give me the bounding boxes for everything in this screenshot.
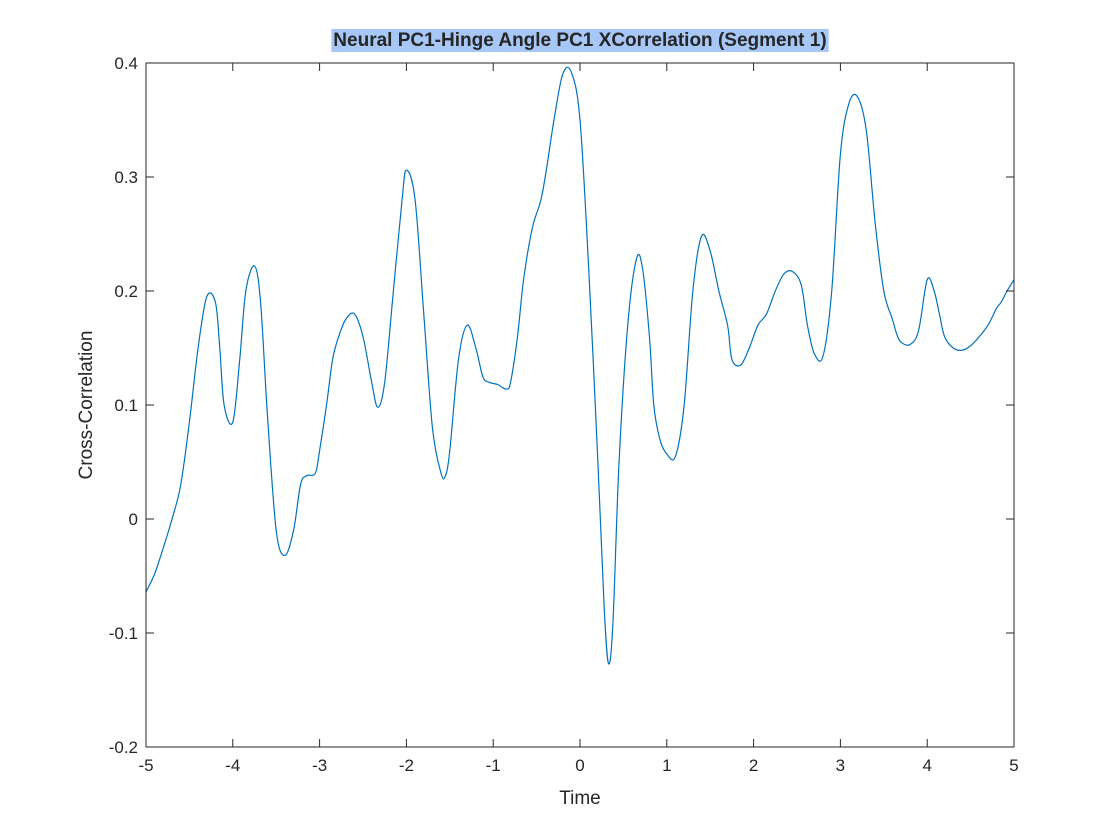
y-tick-label: 0.3 [114,168,138,187]
y-tick-label: -0.1 [109,624,138,643]
x-tick-label: 3 [836,756,845,775]
y-tick-label: 0 [129,510,138,529]
cross-correlation-line [145,66,1015,665]
y-tick-label: 0.1 [114,396,138,415]
y-tick-label: 0.4 [114,54,138,73]
x-axis-label: Time [559,788,601,809]
y-tick-label: 0.2 [114,282,138,301]
chart-title-text: Neural PC1-Hinge Angle PC1 XCorrelation … [333,30,826,51]
x-tick-label: 0 [575,756,584,775]
title-highlight [331,29,829,52]
x-tick-label: -4 [225,756,240,775]
x-tick-label: 1 [662,756,671,775]
chart-title: Neural PC1-Hinge Angle PC1 XCorrelation … [331,29,829,52]
x-tick-label: -2 [399,756,414,775]
x-tick-label: 4 [922,756,931,775]
y-axis-ticks: -0.2 -0.1 0 0.1 0.2 0.3 0.4 [109,54,1014,757]
y-axis-label: Cross-Correlation [76,331,97,480]
x-tick-label: 2 [749,756,758,775]
x-tick-label: -1 [486,756,501,775]
x-tick-label: -3 [312,756,327,775]
x-tick-label: 5 [1009,756,1018,775]
x-tick-label: -5 [138,756,153,775]
x-axis-ticks: -5 -4 -3 -2 -1 0 1 2 3 4 5 [138,63,1019,775]
y-tick-label: -0.2 [109,738,138,757]
